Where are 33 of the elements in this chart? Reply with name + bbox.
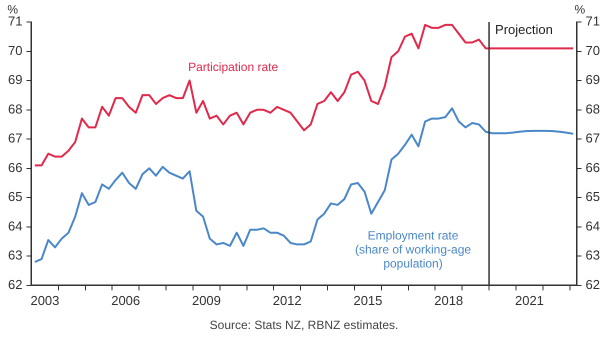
y-tick-label: 68 (8, 101, 22, 116)
x-tick-label: 2012 (272, 292, 302, 308)
y2-tick-label: 67 (586, 130, 600, 146)
series-label: Employment rate (share of working-age population) (354, 228, 472, 270)
y-tick-label: 67 (8, 130, 22, 146)
y-tick-label: 66 (8, 160, 22, 175)
y2-axis-title: % (574, 2, 586, 16)
x-tick-label: 2009 (192, 292, 221, 308)
y2-tick-label: 70 (586, 42, 600, 58)
y2-tick-label: 63 (586, 248, 600, 263)
x-tick-label: 2021 (514, 292, 544, 308)
x-tick-label: 2018 (434, 292, 464, 308)
y-tick-label: 71 (8, 14, 22, 29)
source-note: Source: Stats NZ, RBNZ estimates. (208, 318, 400, 332)
y-axis-title: % (7, 2, 18, 16)
y2-tick-label: 64 (586, 218, 600, 234)
x-tick-label: 2015 (353, 292, 382, 308)
y-tick-label: 65 (8, 189, 22, 204)
y-tick-label: 69 (8, 72, 22, 88)
series-label: Participation rate (188, 60, 278, 74)
y-tick-label: 64 (8, 218, 22, 234)
y2-tick-label: 71 (586, 14, 600, 29)
x-tick-label: 2006 (111, 292, 140, 308)
ref-line-label: Projection (495, 22, 553, 38)
y2-tick-label: 62 (586, 276, 600, 292)
y-tick-label: 62 (8, 276, 22, 292)
y2-tick-label: 66 (586, 160, 600, 175)
y-tick-label: 70 (8, 42, 22, 58)
x-tick-label: 2003 (30, 292, 60, 308)
y2-tick-label: 69 (586, 72, 600, 88)
y2-tick-label: 68 (586, 101, 600, 116)
y2-tick-label: 65 (586, 189, 600, 204)
y-tick-label: 63 (8, 248, 22, 263)
